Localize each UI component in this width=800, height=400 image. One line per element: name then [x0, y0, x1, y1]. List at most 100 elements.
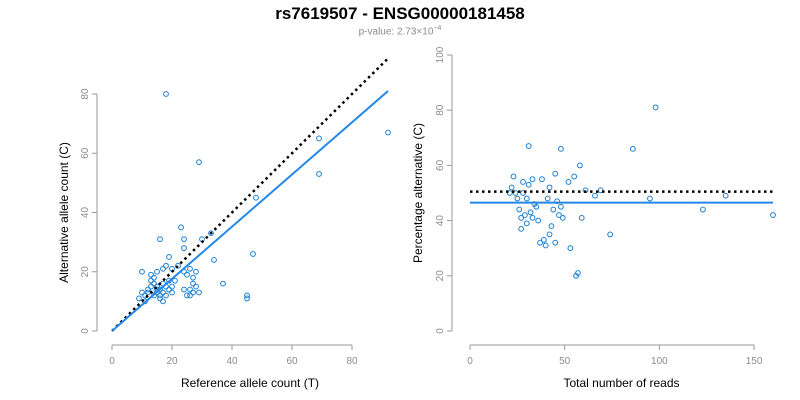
- data-point: [163, 91, 169, 97]
- data-point: [722, 192, 729, 199]
- data-point: [166, 286, 172, 293]
- data-point: [508, 184, 515, 191]
- data-point: [529, 214, 536, 221]
- x-axis-title: Total number of reads: [563, 376, 679, 390]
- data-point: [154, 289, 160, 296]
- data-point: [175, 262, 181, 269]
- y-tick-label: 80: [80, 88, 91, 100]
- data-point: [567, 245, 574, 252]
- reference-line: [111, 57, 389, 332]
- data-point: [154, 283, 160, 290]
- y-tick-label: 0: [80, 328, 91, 334]
- data-point: [558, 203, 564, 210]
- x-tick-label: 0: [109, 356, 115, 367]
- data-point: [544, 195, 551, 202]
- data-point: [550, 206, 557, 213]
- data-point: [148, 283, 154, 290]
- data-point: [770, 212, 776, 218]
- data-point: [163, 262, 169, 269]
- data-point: [172, 277, 178, 284]
- data-point: [523, 220, 530, 227]
- data-point: [542, 242, 549, 249]
- x-tick-label: 80: [346, 356, 358, 367]
- data-point: [160, 265, 166, 272]
- data-point: [157, 292, 163, 299]
- data-point: [181, 236, 187, 243]
- data-point: [190, 280, 196, 287]
- x-tick-label: 60: [286, 356, 298, 367]
- y-tick-label: 100: [435, 46, 446, 63]
- data-point: [166, 254, 172, 260]
- data-point: [190, 274, 196, 281]
- data-point: [535, 217, 542, 224]
- data-point: [552, 170, 559, 177]
- data-point: [597, 187, 604, 194]
- data-point: [607, 231, 614, 238]
- data-point: [558, 145, 564, 152]
- data-point: [556, 212, 562, 218]
- data-point: [244, 295, 250, 302]
- data-point: [540, 237, 547, 243]
- data-point: [578, 214, 585, 221]
- data-point: [523, 195, 530, 202]
- data-point: [196, 159, 202, 166]
- data-point: [647, 195, 653, 202]
- x-tick-label: 40: [226, 356, 238, 367]
- fit-line: [111, 90, 389, 332]
- data-point: [522, 212, 528, 218]
- data-point: [139, 268, 145, 275]
- y-tick-label: 40: [80, 207, 91, 219]
- pvalue-subtitle: p-value: 2.73×10−4: [0, 25, 800, 37]
- data-point: [181, 286, 187, 293]
- data-point: [187, 265, 193, 272]
- data-point: [518, 225, 525, 232]
- x-tick-label: 150: [746, 356, 763, 367]
- data-point: [554, 198, 561, 205]
- data-point: [151, 274, 157, 281]
- data-point: [546, 184, 553, 191]
- data-point: [518, 214, 525, 221]
- data-point: [148, 271, 154, 278]
- data-point: [548, 223, 555, 230]
- x-axis-title: Reference allele count (T): [181, 376, 319, 390]
- data-point: [559, 214, 566, 221]
- data-point: [576, 162, 583, 169]
- x-tick-label: 50: [559, 356, 571, 367]
- page-title: rs7619507 - ENSG00000181458: [275, 4, 525, 23]
- data-point: [520, 179, 526, 185]
- data-point: [178, 224, 184, 231]
- data-point: [244, 292, 250, 299]
- x-tick-label: 20: [166, 356, 178, 367]
- data-point: [629, 145, 636, 152]
- data-point: [552, 239, 559, 246]
- y-axis-title: Alternative allele count (C): [57, 142, 71, 283]
- y-tick-label: 20: [435, 270, 446, 282]
- data-point: [154, 268, 160, 275]
- data-point: [148, 277, 154, 284]
- pvalue-text: p-value: 2.73×10: [358, 26, 434, 38]
- data-point: [250, 251, 256, 257]
- data-point: [537, 239, 543, 246]
- data-point: [529, 176, 536, 183]
- y-axis-title: Percentage alternative (C): [411, 123, 425, 263]
- data-point: [253, 194, 259, 201]
- data-point: [157, 295, 163, 302]
- data-point: [139, 289, 145, 296]
- data-point: [565, 179, 572, 185]
- data-point: [539, 176, 545, 183]
- data-point: [208, 230, 214, 237]
- data-point: [136, 295, 142, 302]
- data-point: [506, 190, 513, 196]
- data-point: [184, 292, 190, 299]
- data-point: [184, 271, 190, 278]
- y-tick-label: 40: [435, 215, 446, 227]
- data-point: [525, 181, 532, 188]
- data-point: [512, 190, 519, 196]
- data-point: [181, 245, 187, 251]
- data-point: [652, 104, 659, 111]
- data-point: [316, 171, 322, 177]
- data-point: [211, 257, 217, 263]
- x-tick-label: 100: [651, 356, 668, 367]
